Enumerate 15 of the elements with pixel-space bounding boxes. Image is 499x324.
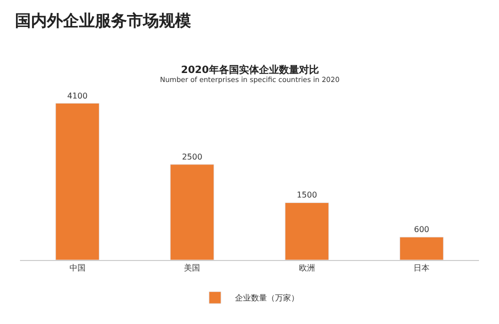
x-tick-label: 日本 [414,264,430,273]
x-tick-label: 美国 [184,264,200,273]
chart-title: 国内外企业服务市场规模 [14,10,191,30]
bar [55,103,100,260]
legend-label: 企业数量（万家） [235,294,299,303]
data-label: 4100 [67,91,88,100]
data-label: 1500 [296,190,318,200]
x-tick-label: 欧洲 [298,264,315,273]
chart-subtitle: 2020年各国实体企业数量对比 [181,64,319,76]
bar [284,202,329,260]
data-label: 2500 [182,152,202,162]
bar [400,236,444,260]
data-label: 600 [414,225,430,234]
x-tick-label: 中国 [69,264,86,273]
bar [170,164,214,260]
